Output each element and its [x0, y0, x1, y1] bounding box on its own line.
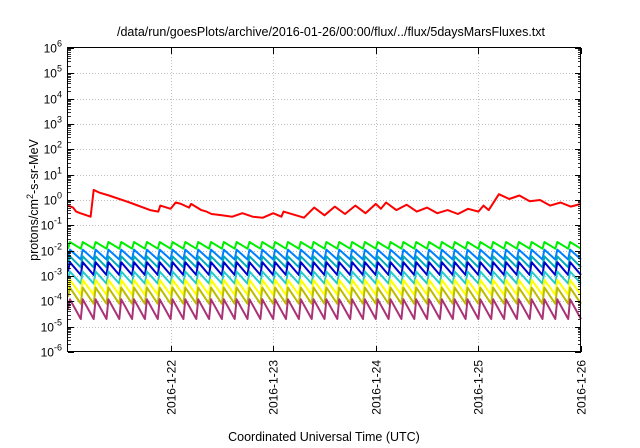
series-line-3 — [67, 248, 582, 261]
x-tick-label: 2016-1-25 — [472, 360, 486, 415]
y-tick-exponent: 6 — [57, 39, 62, 49]
y-tick-base: 10 — [41, 245, 55, 259]
y-axis-label-base: protons/cm — [27, 199, 41, 261]
x-tick-label: 2016-1-22 — [165, 360, 179, 415]
y-tick-base: 10 — [44, 93, 58, 107]
series-line-2 — [67, 241, 582, 250]
x-axis-label: Coordinated Universal Time (UTC) — [228, 430, 420, 444]
y-tick-exponent: -4 — [54, 292, 62, 302]
y-tick-label: 10-5 — [41, 318, 62, 335]
y-tick-label: 10-4 — [41, 292, 62, 309]
y-tick-exponent: -3 — [54, 267, 62, 277]
series-group — [67, 188, 582, 320]
y-axis-label-tail: -s-sr-MeV — [27, 138, 41, 194]
y-tick-label: 10-2 — [41, 242, 62, 259]
y-tick-base: 10 — [44, 194, 58, 208]
grid — [68, 48, 581, 352]
y-axis-label-sup: 2 — [25, 194, 35, 199]
x-tick-label: 2016-1-23 — [267, 360, 281, 415]
y-tick-base: 10 — [41, 295, 55, 309]
y-tick-base: 10 — [44, 67, 58, 81]
y-tick-base: 10 — [41, 321, 55, 335]
series-line-4 — [67, 255, 582, 269]
series-line-9 — [67, 298, 582, 320]
y-tick-exponent: 2 — [57, 140, 62, 150]
y-axis-label: protons/cm2-s-sr-MeV — [25, 138, 41, 260]
y-tick-label: 102 — [44, 140, 62, 157]
y-tick-exponent: 1 — [57, 166, 62, 176]
y-tick-label: 106 — [44, 39, 62, 56]
series-line-6 — [67, 270, 582, 285]
y-tick-base: 10 — [44, 42, 58, 56]
y-tick-base: 10 — [41, 219, 55, 233]
y-tick-base: 10 — [41, 346, 55, 360]
y-tick-label: 104 — [44, 90, 62, 107]
y-tick-label: 105 — [44, 64, 62, 81]
y-tick-exponent: 3 — [57, 115, 62, 125]
y-tick-label: 101 — [44, 166, 62, 183]
y-tick-base: 10 — [44, 169, 58, 183]
x-tick-label: 2016-1-26 — [575, 360, 589, 415]
y-tick-base: 10 — [41, 270, 55, 284]
series-line-5 — [67, 261, 582, 276]
y-tick-exponent: -6 — [54, 343, 62, 353]
y-tick-label: 10-6 — [41, 343, 62, 360]
y-tick-base: 10 — [44, 143, 58, 157]
y-tick-exponent: -1 — [54, 216, 62, 226]
y-tick-label: 100 — [44, 191, 62, 208]
plot-frame — [67, 47, 581, 352]
chart-title: /data/run/goesPlots/archive/2016-01-26/0… — [117, 25, 546, 39]
y-tick-exponent: 5 — [57, 64, 62, 74]
y-tick-base: 10 — [44, 118, 58, 132]
y-tick-exponent: 4 — [57, 90, 62, 100]
series-line-7 — [67, 278, 582, 296]
y-axis: 10-610-510-410-310-210-11001011021031041… — [41, 39, 581, 360]
y-tick-exponent: 0 — [57, 191, 62, 201]
x-axis: 2016-1-22 2016-1-23 2016-1-24 2016-1-25 2016… — [165, 48, 589, 415]
series-line-8 — [67, 286, 582, 305]
y-tick-label: 10-1 — [41, 216, 62, 233]
y-tick-label: 10-3 — [41, 267, 62, 284]
y-tick-exponent: -5 — [54, 318, 62, 328]
y-tick-exponent: -2 — [54, 242, 62, 252]
y-tick-label: 103 — [44, 115, 62, 132]
series-line-1 — [67, 188, 582, 219]
x-tick-label: 2016-1-24 — [370, 360, 384, 415]
